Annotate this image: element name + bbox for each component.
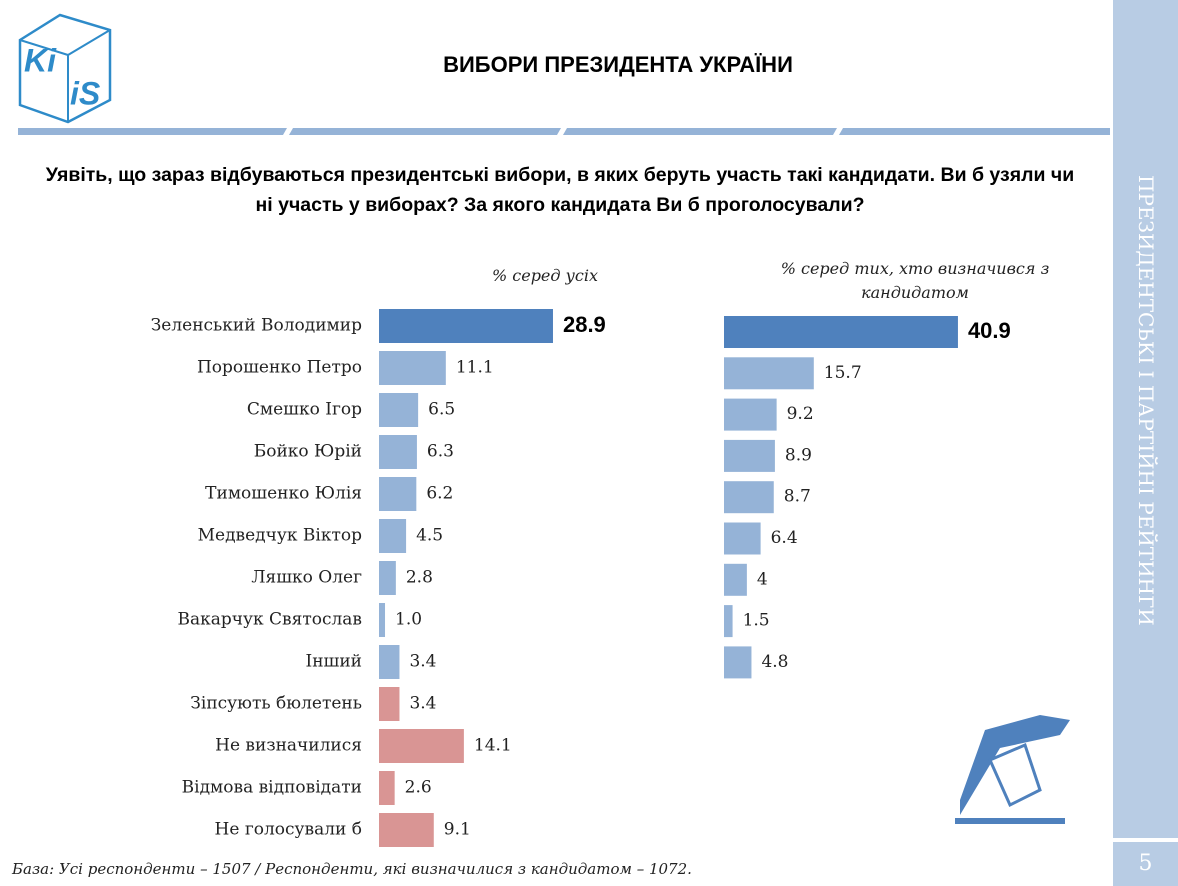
bar xyxy=(379,729,464,763)
logo-edges xyxy=(19,29,111,122)
bar xyxy=(379,603,386,637)
bar xyxy=(379,519,407,553)
bar xyxy=(724,522,761,555)
category-label: Бойко Юрій xyxy=(254,442,362,462)
value-label: 28.9 xyxy=(563,312,606,337)
bar xyxy=(724,398,777,431)
category-label: Інший xyxy=(305,652,362,672)
page-title: ВИБОРИ ПРЕЗИДЕНТА УКРАЇНИ xyxy=(443,52,793,77)
category-label: Порошенко Петро xyxy=(197,358,362,378)
header-rule xyxy=(18,128,1110,135)
bar xyxy=(379,561,396,595)
value-label: 6.3 xyxy=(427,442,454,462)
value-label: 40.9 xyxy=(968,318,1011,343)
value-label: 9.1 xyxy=(444,820,471,840)
category-label: Зіпсують бюлетень xyxy=(190,694,362,714)
footnote: База: Усі респонденти – 1507 / Респонден… xyxy=(12,860,692,878)
category-label: Не голосували б xyxy=(215,820,362,840)
question: Уявіть, що зараз відбуваються президентс… xyxy=(45,164,1075,216)
category-label: Тимошенко Юлія xyxy=(205,484,362,504)
bar xyxy=(724,563,747,596)
bar xyxy=(379,435,417,469)
value-label: 9.2 xyxy=(787,404,814,424)
chart-subtitle: % серед тих, хто визначився з кандидатом xyxy=(780,259,1050,302)
value-label: 2.6 xyxy=(405,778,432,798)
value-label: 8.9 xyxy=(785,445,812,465)
bar xyxy=(379,645,400,679)
category-label: Смешко Ігор xyxy=(247,400,362,420)
value-label: 3.4 xyxy=(409,694,436,714)
value-label: 4.5 xyxy=(416,526,443,546)
bar xyxy=(379,477,417,511)
category-label: Зеленський Володимир xyxy=(151,316,362,336)
value-label: 2.8 xyxy=(406,568,433,588)
value-label: 8.7 xyxy=(784,487,811,507)
category-label: Не визначилися xyxy=(215,736,362,756)
bar xyxy=(379,309,553,343)
bar xyxy=(724,357,814,390)
bar xyxy=(724,439,775,472)
value-label: 1.0 xyxy=(395,610,422,630)
bar xyxy=(379,393,419,427)
sidebar: ПРЕЗИДЕНТСЬКІ І ПАРТІЙНІ РЕЙТИНГИ xyxy=(1113,0,1178,838)
category-label: Вакарчук Святослав xyxy=(177,610,362,630)
value-label: 3.4 xyxy=(409,652,436,672)
value-label: 4 xyxy=(757,569,768,589)
value-label: 1.5 xyxy=(743,611,770,631)
ballot-icon xyxy=(955,715,1070,824)
chart-subtitle: % серед усіх xyxy=(491,266,599,285)
bar xyxy=(724,605,733,638)
chart: Ki iS 28.9 Зеленський Володимир 11.1 Пороше… xyxy=(18,13,1110,847)
value-label: 6.2 xyxy=(426,484,453,504)
category-label: Ляшко Олег xyxy=(251,568,362,588)
sidebar-text: ПРЕЗИДЕНТСЬКІ І ПАРТІЙНІ РЕЙТИНГИ xyxy=(1134,175,1158,626)
logo-text: Ki xyxy=(24,42,57,78)
bar xyxy=(724,481,774,514)
bar xyxy=(379,351,446,385)
bar xyxy=(379,771,395,805)
category-label: Відмова відповідати xyxy=(182,778,362,798)
value-label: 4.8 xyxy=(761,652,788,672)
value-label: 11.1 xyxy=(456,358,494,378)
category-label: Медведчук Віктор xyxy=(198,526,362,546)
bar xyxy=(379,813,434,847)
bar xyxy=(379,687,400,721)
bar xyxy=(724,316,958,348)
value-label: 14.1 xyxy=(474,736,512,756)
value-label: 6.4 xyxy=(771,528,798,548)
logo: Ki iS xyxy=(18,13,112,124)
value-label: 6.5 xyxy=(428,400,455,420)
logo-text: iS xyxy=(70,75,101,111)
value-label: 15.7 xyxy=(824,363,862,383)
page-number: 5 xyxy=(1113,842,1178,886)
bar xyxy=(724,646,752,679)
logo-cube xyxy=(18,13,112,124)
